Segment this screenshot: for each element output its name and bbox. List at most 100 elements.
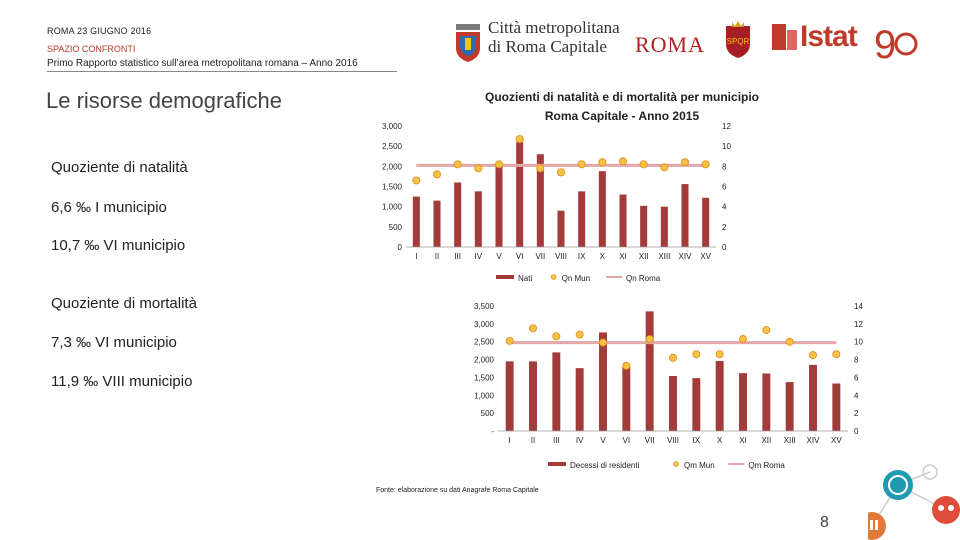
chart2-marker: [552, 332, 561, 341]
chart2-xtick: VII: [645, 436, 655, 445]
decorative-network-icon: [868, 464, 960, 540]
chart2-ytick-left: 1,000: [474, 391, 495, 400]
chart1-marker: [681, 158, 690, 167]
citta-metropolitana-crest-icon: [456, 24, 480, 62]
chart1-bar: [702, 197, 710, 247]
chart2-ytick-left: 3,500: [474, 302, 495, 311]
chart1-marker: [494, 160, 503, 169]
chart2-xtick: VIII: [667, 436, 679, 445]
chart1-xtick: I: [415, 252, 417, 261]
chart1-xtick: V: [496, 252, 502, 261]
chart2-xtick: I: [509, 436, 511, 445]
chart2-marker: [622, 361, 631, 370]
chart2-ytick-right: 2: [854, 409, 859, 418]
chart2-legend-bar-label: Decessi di residenti: [570, 461, 640, 470]
chart2-legend-line-label: Qm Roma: [748, 461, 785, 470]
chart2-bar: [785, 382, 794, 431]
chart1-marker: [577, 160, 586, 169]
chart2-ytick-left: 1,500: [474, 373, 495, 382]
natalita-min: 6,6 ‰ I municipio: [51, 199, 167, 216]
chart2-xtick: II: [531, 436, 535, 445]
mortalita-heading: Quoziente di mortalità: [51, 295, 197, 312]
chart2-xtick: VI: [623, 436, 631, 445]
chart1-bar: [433, 200, 441, 247]
chart1-xtick: XI: [619, 252, 627, 261]
chart2-xtick: III: [553, 436, 560, 445]
roma-crest-icon: SPQR: [726, 21, 750, 58]
chart2-bar: [739, 373, 747, 431]
chart2-legend-marker-label: Qm Mun: [684, 461, 715, 470]
chart1-ytick-left: 1,500: [382, 183, 403, 192]
chart2-bar: [669, 376, 677, 431]
header-subtitle: Primo Rapporto statistico sull’area metr…: [47, 58, 358, 69]
chart1-marker: [639, 160, 648, 169]
chart2-bar: [692, 378, 701, 431]
chart1-marker: [701, 160, 710, 169]
chart1-marker: [515, 135, 524, 144]
header-divider: [47, 71, 397, 72]
chart1-bar: [619, 194, 627, 247]
chart2-bar: [575, 368, 584, 431]
chart2-xtick: V: [600, 436, 606, 445]
chart2-marker: [645, 335, 654, 344]
chart2-xtick: XIV: [807, 436, 821, 445]
chart1-xtick: XII: [639, 252, 649, 261]
chart1-subtitle: Roma Capitale - Anno 2015: [545, 109, 700, 123]
chart2-marker: [692, 350, 701, 359]
mortalita-min: 7,3 ‰ VI municipio: [51, 334, 177, 351]
chart2-marker: [809, 351, 818, 360]
chart2-xtick: IX: [693, 436, 701, 445]
chart2-marker: [832, 350, 841, 359]
chart1-ytick-right: 6: [722, 183, 727, 192]
chart2-bar: [645, 311, 654, 431]
chart2-bar: [715, 361, 724, 431]
chart1-xtick: XV: [700, 252, 711, 261]
chart2-bar: [762, 373, 771, 431]
chart1-ytick-right: 4: [722, 203, 727, 212]
chart2-legend-marker-swatch: [673, 461, 679, 467]
chart1-xtick: IV: [475, 252, 483, 261]
chart2-marker: [669, 353, 678, 362]
chart2-ytick-left: 2,000: [474, 356, 495, 365]
chart2-ytick-right: 0: [854, 427, 859, 436]
chart1-xtick: IX: [578, 252, 586, 261]
chart1-title: Quozienti di natalità e di mortalità per…: [485, 90, 759, 104]
svg-text:SPQR: SPQR: [727, 37, 750, 46]
chart2-bar: [832, 383, 841, 431]
chart1-legend-bar-label: Nati: [518, 274, 532, 283]
chart2-marker: [505, 336, 514, 345]
chart1-xtick: VI: [516, 252, 524, 261]
chart1-marker: [453, 160, 462, 169]
chart1-legend-bar-swatch: [496, 275, 514, 279]
chart2-xtick: X: [717, 436, 723, 445]
chart1-bar: [598, 171, 606, 247]
chart1-ytick-right: 8: [722, 162, 727, 171]
chart2-bar: [809, 364, 817, 431]
source-note: Fonte: elaborazione su dati Anagrafe Rom…: [376, 487, 539, 494]
chart1-marker: [474, 164, 483, 173]
chart2-ytick-right: 14: [854, 302, 863, 311]
chart2-bar: [552, 352, 561, 431]
mortalita-chart: - 500 1,000 1,500 2,000 2,500 3,000 3,500 0 2 4 6 8 1…: [474, 302, 863, 470]
roma-logo: ROMA: [635, 32, 706, 57]
chart2-ytick-right: 8: [854, 356, 859, 365]
chart1-bar: [578, 191, 586, 247]
chart1-bar: [536, 154, 544, 247]
chart2-marker: [739, 335, 748, 344]
chart2-xtick: XV: [831, 436, 842, 445]
chart2-bar: [529, 361, 537, 431]
chart1-marker: [598, 158, 607, 167]
chart2-xtick: XIII: [784, 436, 796, 445]
chart1-ytick-left: 3,000: [382, 122, 403, 131]
chart1-bar: [412, 196, 420, 247]
page-number: 8: [820, 514, 829, 531]
chart1-ytick-left: 2,500: [382, 142, 403, 151]
chart1-xtick: III: [454, 252, 461, 261]
chart1-bar: [557, 210, 565, 247]
chart2-ytick-right: 10: [854, 338, 863, 347]
chart1-marker: [432, 170, 441, 179]
chart1-ytick-left: 1,000: [382, 203, 403, 212]
natalita-heading: Quoziente di natalità: [51, 159, 188, 176]
chart1-ytick-left: 0: [398, 243, 403, 252]
chart1-bar: [660, 206, 668, 247]
